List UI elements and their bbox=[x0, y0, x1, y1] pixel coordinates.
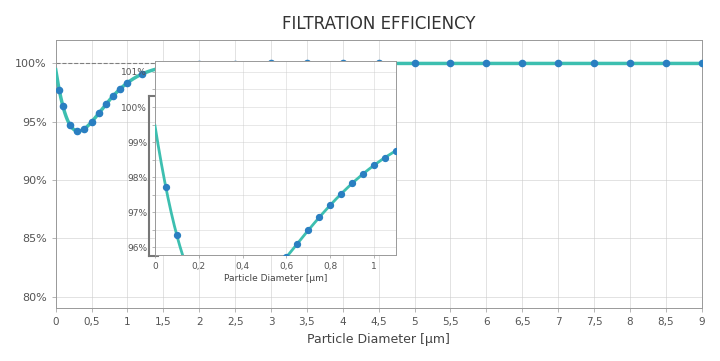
Point bbox=[193, 290, 204, 295]
Point bbox=[248, 292, 259, 297]
Point bbox=[86, 119, 97, 125]
Point bbox=[660, 61, 672, 66]
Point bbox=[336, 191, 347, 197]
Point bbox=[122, 80, 133, 86]
Point bbox=[158, 65, 169, 70]
Point bbox=[337, 61, 348, 66]
Point bbox=[409, 61, 420, 66]
Point bbox=[237, 301, 248, 306]
Point bbox=[313, 214, 325, 220]
Point bbox=[57, 103, 68, 109]
Point bbox=[357, 171, 369, 177]
X-axis label: Particle Diameter [μm]: Particle Diameter [μm] bbox=[307, 333, 450, 346]
Point bbox=[78, 126, 90, 132]
Point bbox=[369, 162, 380, 168]
Point bbox=[281, 255, 292, 260]
Point bbox=[696, 61, 708, 66]
X-axis label: Particle Diameter [μm]: Particle Diameter [μm] bbox=[224, 274, 327, 283]
Point bbox=[390, 148, 402, 153]
Point bbox=[114, 86, 126, 92]
Point bbox=[64, 122, 76, 128]
Point bbox=[292, 241, 303, 247]
Point bbox=[179, 62, 191, 68]
Point bbox=[160, 184, 171, 190]
Point bbox=[624, 61, 636, 66]
Point bbox=[552, 61, 564, 66]
Point bbox=[480, 61, 492, 66]
Point bbox=[93, 110, 104, 116]
Point bbox=[71, 128, 83, 134]
Point bbox=[107, 93, 119, 99]
Text: 0,5 μm; 97%: 0,5 μm; 97% bbox=[0, 360, 1, 361]
Point bbox=[588, 61, 600, 66]
Point bbox=[325, 202, 336, 208]
Point bbox=[270, 268, 282, 274]
Point bbox=[171, 232, 182, 238]
Point bbox=[258, 280, 270, 286]
Point bbox=[445, 61, 456, 66]
Point bbox=[136, 71, 148, 77]
Point bbox=[100, 101, 112, 107]
Point bbox=[379, 155, 391, 160]
Point bbox=[226, 306, 238, 312]
Point bbox=[265, 61, 276, 66]
Title: FILTRATION EFFICIENCY: FILTRATION EFFICIENCY bbox=[282, 15, 475, 33]
Point bbox=[215, 308, 226, 313]
Point bbox=[182, 266, 194, 272]
Point bbox=[516, 61, 528, 66]
Point bbox=[346, 180, 358, 186]
Point bbox=[302, 227, 314, 233]
Point bbox=[301, 61, 312, 66]
Point bbox=[373, 61, 384, 66]
Point bbox=[53, 87, 65, 93]
Point bbox=[204, 303, 215, 308]
Point bbox=[230, 61, 241, 66]
Point bbox=[194, 61, 205, 67]
